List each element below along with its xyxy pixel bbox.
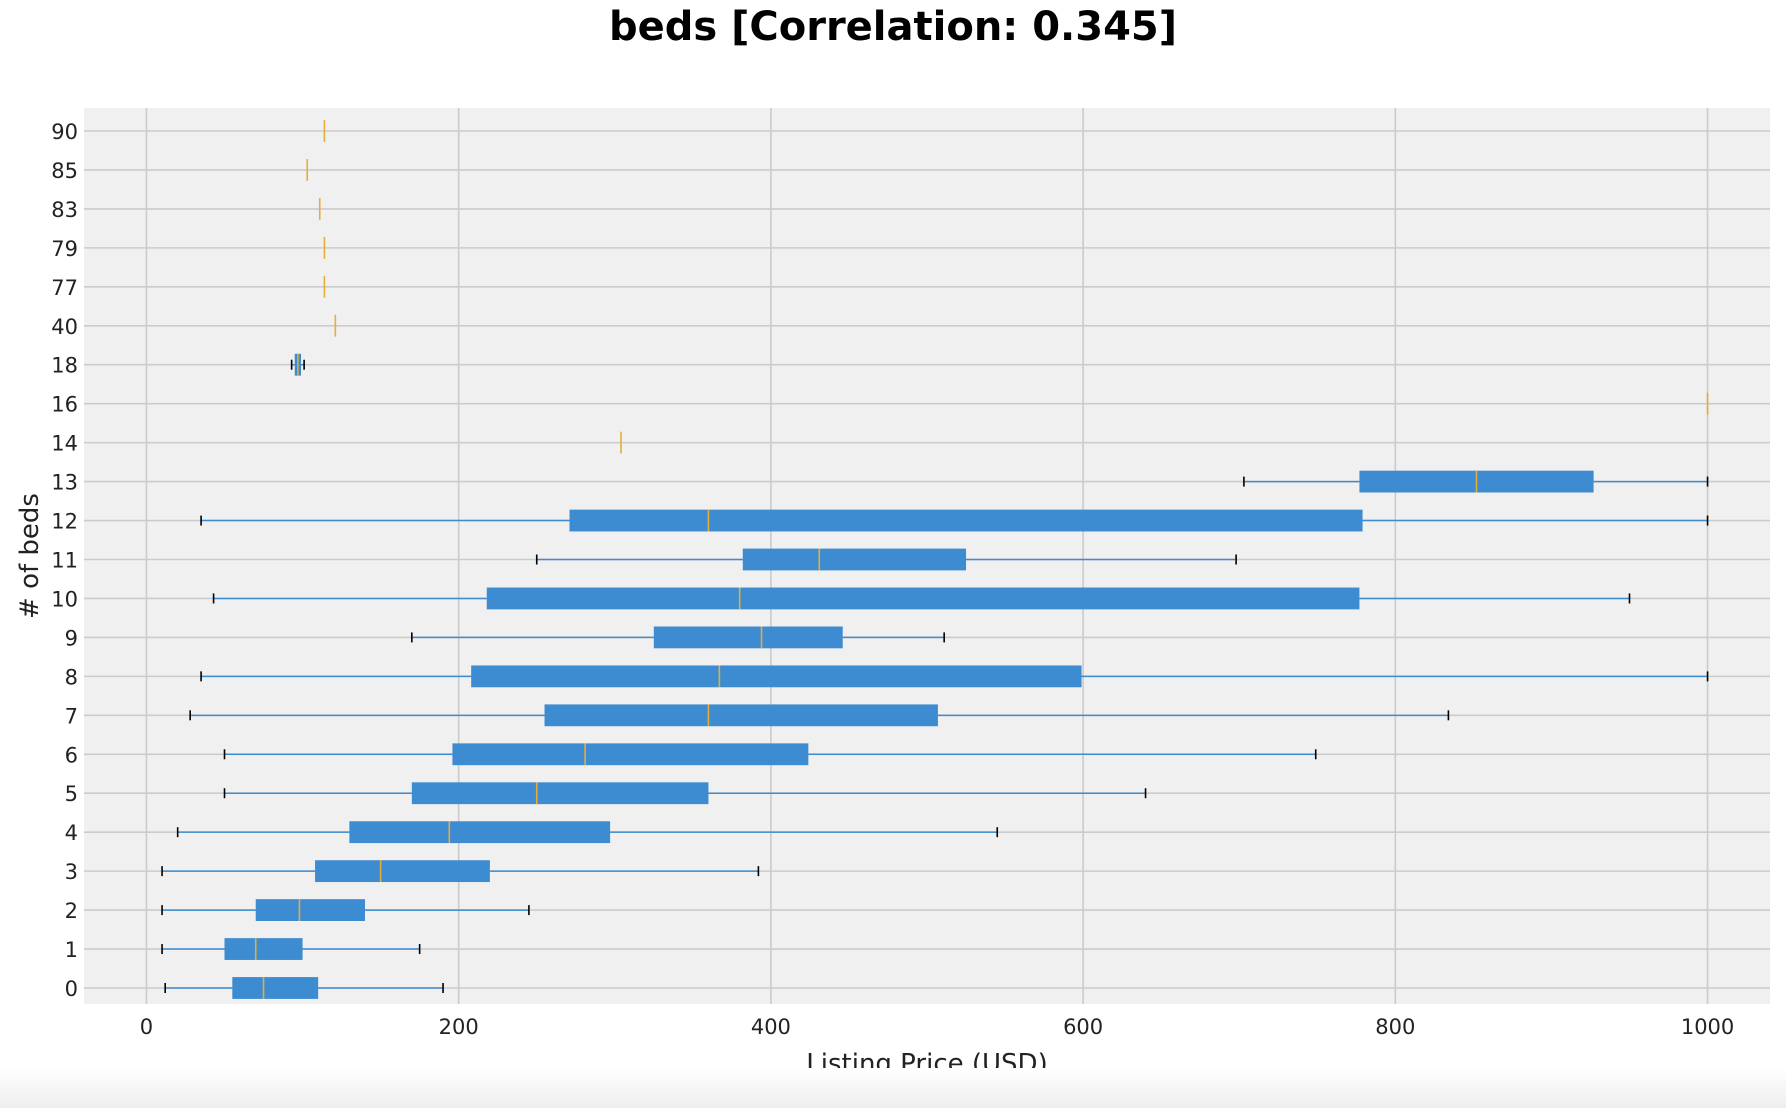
iqr-box	[315, 860, 490, 883]
y-tick-label: 14	[51, 432, 78, 456]
x-tick-label: 800	[1375, 1015, 1415, 1039]
y-tick-label: 85	[51, 159, 78, 183]
box-beds-4	[176, 821, 999, 844]
window-footer	[0, 1068, 1786, 1108]
box-beds-0	[164, 977, 444, 999]
iqr-box	[349, 821, 611, 844]
y-tick-label: 5	[65, 782, 78, 806]
box-beds-12	[200, 509, 1709, 532]
y-tick-label: 16	[51, 393, 78, 417]
x-tick-label: 200	[439, 1015, 479, 1039]
y-tick-label: 90	[51, 120, 78, 144]
y-tick-label: 77	[51, 276, 78, 300]
tick-labels: 0 200 400 600 800 100001234567891011121314161…	[51, 120, 1734, 1039]
x-tick-label: 0	[140, 1015, 153, 1039]
y-tick-label: 11	[51, 549, 78, 573]
box-beds-7	[189, 704, 1450, 727]
chart-title: beds [Correlation: 0.345]	[608, 4, 1178, 50]
x-tick-label: 1000	[1681, 1015, 1734, 1039]
y-tick-label: 12	[51, 510, 78, 534]
box-beds-8	[200, 665, 1709, 688]
iqr-box	[653, 626, 843, 649]
box-beds-13	[1243, 470, 1709, 493]
iqr-box	[411, 782, 709, 805]
y-tick-label: 3	[65, 860, 78, 884]
y-tick-label: 8	[65, 665, 78, 689]
y-axis-label: # of beds	[15, 493, 45, 619]
y-tick-label: 6	[65, 743, 78, 767]
box-beds-1	[161, 938, 421, 960]
y-tick-label: 18	[51, 354, 78, 378]
y-tick-label: 79	[51, 237, 78, 261]
y-tick-label: 10	[51, 587, 78, 611]
boxes	[161, 120, 1709, 999]
y-tick-label: 2	[65, 899, 78, 923]
box-beds-9	[411, 626, 945, 649]
y-tick-label: 13	[51, 471, 78, 495]
x-tick-label: 600	[1063, 1015, 1103, 1039]
iqr-box	[486, 587, 1360, 610]
y-tick-label: 4	[65, 821, 78, 845]
box-beds-10	[212, 587, 1631, 610]
y-tick-label: 7	[65, 704, 78, 728]
box-beds-18	[290, 353, 305, 376]
y-tick-label: 9	[65, 626, 78, 650]
box-beds-11	[535, 548, 1237, 571]
y-tick-label: 83	[51, 198, 78, 222]
iqr-box	[255, 899, 365, 921]
box-beds-2	[161, 899, 530, 921]
box-beds-3	[161, 860, 760, 883]
box-beds-5	[223, 782, 1147, 805]
iqr-box	[452, 743, 809, 766]
iqr-box	[471, 665, 1082, 688]
iqr-box	[544, 704, 938, 727]
iqr-box	[224, 938, 303, 960]
box-beds-6	[223, 743, 1317, 766]
y-tick-label: 0	[65, 977, 78, 1001]
iqr-box	[742, 548, 967, 571]
y-tick-label: 40	[51, 315, 78, 339]
iqr-box	[232, 977, 319, 999]
iqr-box	[569, 509, 1363, 532]
y-tick-label: 1	[65, 938, 78, 962]
x-tick-label: 400	[751, 1015, 791, 1039]
